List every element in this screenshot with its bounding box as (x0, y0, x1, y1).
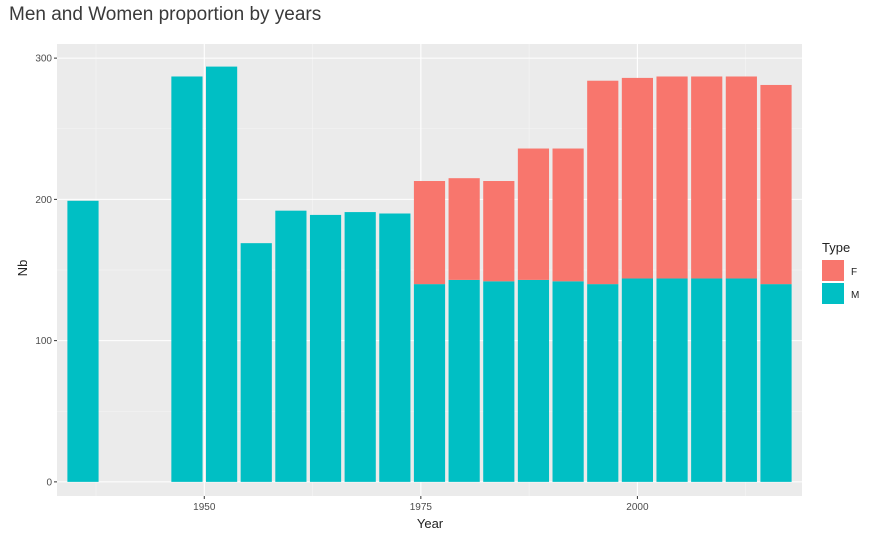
bar-m-2004 (656, 278, 688, 482)
bar-f-1992 (552, 148, 584, 282)
bar-f-2012 (725, 76, 757, 279)
legend: Type F M (822, 240, 859, 304)
bar-m-1984 (483, 281, 515, 482)
legend-key-m (822, 283, 844, 304)
legend-key-f (822, 260, 844, 281)
bar-f-1980 (448, 178, 480, 280)
bar-m-2000 (621, 278, 653, 482)
bar-m-1988 (517, 279, 550, 482)
bar-f-1984 (483, 181, 515, 282)
legend-label-f: F (851, 267, 857, 278)
chart-title: Men and Women proportion by years (9, 4, 322, 25)
x-axis: 1950 1975 2000 (193, 496, 649, 513)
legend-label-m: M (851, 290, 859, 301)
bar-m-1964 (309, 214, 342, 482)
x-tick-label: 2000 (626, 502, 649, 513)
bar-m-1960 (275, 210, 307, 482)
x-tick-label: 1950 (193, 502, 216, 513)
bars (67, 66, 792, 482)
y-tick-label: 200 (35, 195, 52, 206)
bar-f-1976 (413, 181, 446, 285)
bar-m-1956 (240, 243, 272, 482)
bar-m-1948 (171, 76, 203, 482)
y-tick-label: 100 (35, 336, 52, 347)
bar-f-2016 (760, 84, 792, 285)
bar-m-2012 (725, 278, 757, 482)
legend-title: Type (822, 240, 850, 255)
y-tick-label: 0 (46, 477, 52, 488)
x-tick-label: 1975 (410, 502, 433, 513)
bar-m-1976 (413, 284, 446, 482)
bar-m-1980 (448, 279, 480, 482)
x-axis-title: Year (417, 516, 444, 531)
bar-f-2000 (621, 77, 653, 279)
bar-f-1996 (587, 80, 619, 285)
bar-m-1992 (552, 281, 584, 482)
bar-m-1968 (344, 212, 376, 482)
bar-f-2004 (656, 76, 688, 279)
bar-m-1996 (587, 284, 619, 482)
bar-f-1988 (517, 148, 550, 280)
bar-m-2016 (760, 284, 792, 482)
y-axis-title: Nb (15, 260, 30, 277)
bar-m-1972 (379, 213, 411, 482)
bar-m-1952 (206, 66, 238, 482)
bar-f-2008 (691, 76, 723, 279)
bar-m-1936 (67, 200, 99, 482)
y-tick-label: 300 (35, 54, 52, 65)
bar-m-2008 (691, 278, 723, 482)
y-axis: 0 100 200 300 (35, 54, 57, 488)
